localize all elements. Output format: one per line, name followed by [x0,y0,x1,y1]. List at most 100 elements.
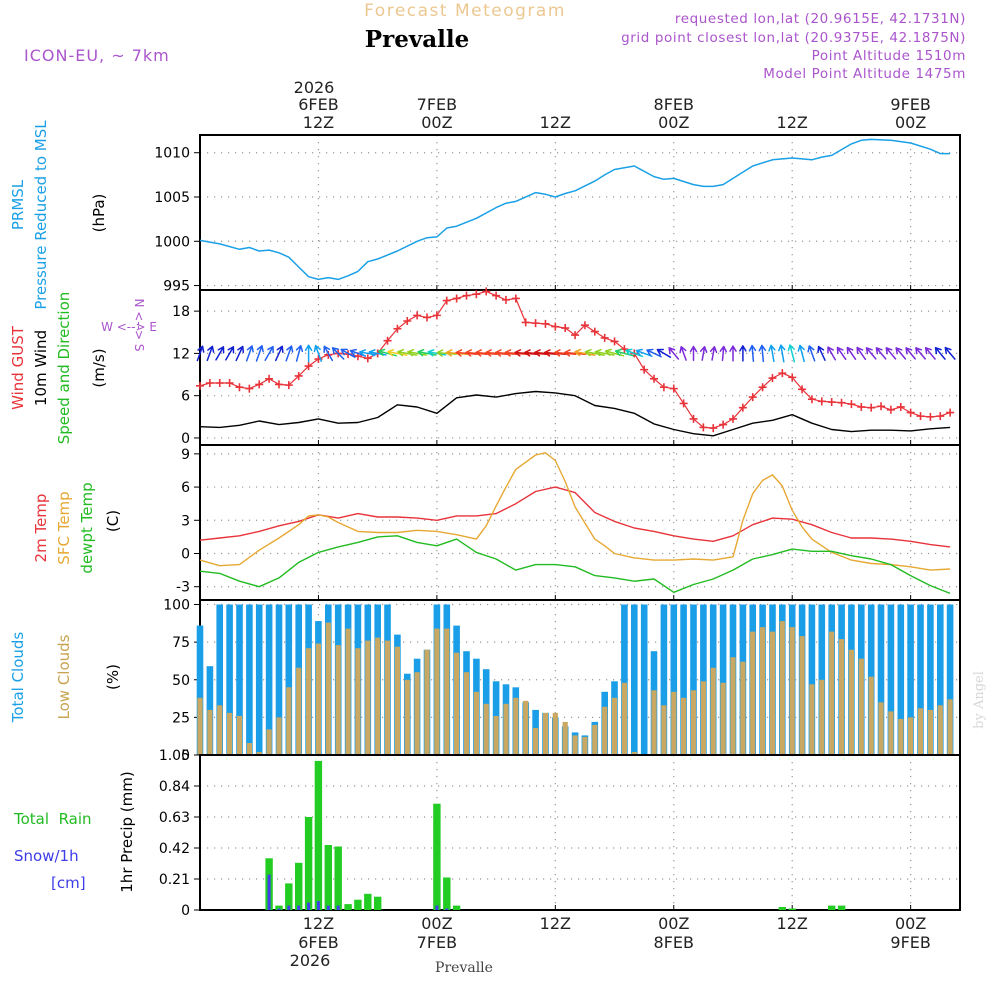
snow-bar-12 [316,901,320,910]
precip-frame [199,754,961,911]
clouds-frame [199,599,961,756]
cloud-label-low: Low Clouds [55,634,73,719]
gust-marker-37 [561,324,570,333]
low-cloud-bar-26 [454,652,460,755]
precip-ytick-label-1: 0.21 [159,872,190,888]
gust-marker-45 [640,365,649,374]
wind-compass-we: W <--> E [101,320,157,334]
total-cloud-bar-47 [660,604,668,755]
wind-label-speed-direction: Speed and Direction [55,292,73,445]
low-cloud-bar-75 [937,705,943,755]
gust-marker-67 [857,402,866,411]
bottom-hour-label-1: 00Z [421,914,452,933]
low-cloud-bar-11 [306,648,312,755]
gust-marker-74 [926,412,935,421]
gust-marker-60 [788,373,797,382]
total-cloud-bar-49 [680,604,687,755]
wind-arrow-21 [397,348,418,357]
total-cloud-bar-50 [690,604,697,755]
gust-marker-26 [452,294,461,303]
low-cloud-bar-72 [908,717,914,755]
precip-panel: 0 0.21 0.42 0.63 0.84 1.05 [159,748,961,919]
gust-marker-40 [590,327,599,336]
pressure-label-prmsl: PRMSL [9,179,27,230]
top-hour-label-1: 00Z [421,113,452,132]
wind-arrow-15 [340,348,356,359]
low-cloud-bar-65 [839,639,845,755]
low-cloud-bar-59 [779,621,785,755]
low-cloud-bar-41 [602,706,608,755]
snow-bar-24 [435,905,439,910]
wind-arrow-55 [739,345,747,362]
temp-2m-line [199,486,951,548]
gust-marker-52 [709,424,718,433]
total-cloud-bar-3 [226,604,233,755]
rain-bar-26 [452,905,461,910]
snow-bar-8 [277,908,281,910]
rain-bar-64 [828,905,836,910]
gust-marker-11 [304,362,313,371]
low-cloud-bar-12 [315,643,321,755]
low-cloud-bar-39 [582,736,588,755]
wind-arrow-40 [584,348,605,357]
low-cloud-bar-36 [552,712,558,755]
temp-ytick-label-3: 6 [181,480,190,496]
gust-marker-51 [699,423,708,432]
cloud-label-total: Total Clouds [9,632,27,724]
low-cloud-bar-51 [700,681,706,755]
low-cloud-bar-64 [829,631,835,755]
gust-marker-6 [255,380,264,389]
total-cloud-bar-2 [216,604,223,755]
total-cloud-bar-72 [907,604,914,755]
low-cloud-bar-22 [414,672,420,755]
gust-line [199,290,951,429]
low-cloud-bar-13 [325,622,331,755]
gust-marker-70 [886,405,895,414]
low-cloud-bar-70 [888,711,894,755]
wind-arrow-14 [331,347,345,360]
watermark: by Angel [972,671,987,729]
precip-label-cm: [cm] [51,874,86,892]
rain-bar-14 [334,846,342,910]
low-cloud-bar-71 [898,718,904,755]
pressure-ytick-label-0: 995 [163,279,190,295]
wind-arrow-9 [285,345,294,362]
rain-bar-18 [374,896,382,910]
gust-marker-42 [610,337,619,346]
wind-arrow-70 [885,347,897,360]
low-cloud-bar-54 [730,657,736,755]
total-cloud-bar-76 [946,604,954,755]
precip-labels: Total Rain Snow/1h [cm] 1hr Precip (mm) [13,771,136,892]
low-cloud-bar-56 [750,631,756,755]
low-cloud-bar-50 [690,690,697,755]
low-cloud-bar-23 [424,649,430,755]
low-cloud-bar-18 [375,637,381,755]
gust-marker-19 [383,336,392,345]
total-cloud-bar-51 [700,604,707,755]
bottom-hour-label-5: 00Z [895,914,926,933]
low-cloud-bar-60 [789,627,795,755]
wind-arrow-11 [304,344,313,363]
top-hour-label-2: 12Z [540,113,571,132]
wind-arrow-13 [323,345,334,362]
pressure-panel: 995 1000 1005 1010 [154,134,961,295]
low-cloud-bar-34 [533,727,539,755]
pressure-ytick-label-3: 1010 [154,146,190,162]
low-cloud-bar-25 [444,628,450,755]
location-title: Prevalle [365,26,469,53]
clouds-ytick-label-4: 100 [163,598,190,614]
total-cloud-bar-75 [937,604,944,755]
wind-compass-ns: N <--> S [132,299,146,352]
wind-arrow-71 [895,347,907,360]
wind-ytick-label-0: 0 [181,431,190,447]
wind-arrow-38 [563,349,587,357]
wind-panel: 0 6 12 18 [172,287,961,447]
wind-arrow-0 [196,345,205,362]
bottom-hour-label-0: 12Z [303,914,334,933]
top-date-label-0: 6FEB [298,95,338,114]
gust-marker-9 [284,381,293,390]
gust-marker-68 [867,403,876,412]
precip-ytick-label-2: 0.42 [159,841,190,857]
gust-marker-39 [580,321,589,330]
